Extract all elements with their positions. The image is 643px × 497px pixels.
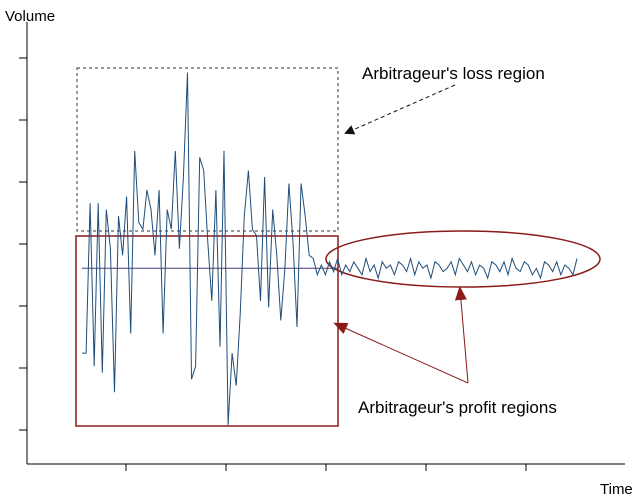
profit-arrow-ellipse: [454, 286, 469, 384]
profit-region-ellipse: [325, 230, 601, 288]
profit-arrow-box: [333, 322, 469, 384]
profit-region-label: Arbitrageur's profit regions: [358, 398, 557, 417]
axes: [19, 22, 625, 471]
y-axis-label: Volume: [5, 8, 55, 25]
loss-arrow: [344, 84, 456, 135]
volume-series-line: [82, 72, 578, 425]
loss-region-box: [76, 67, 339, 232]
series-layer: [82, 72, 578, 425]
x-axis-label: Time: [600, 481, 633, 497]
loss-region-label: Arbitrageur's loss region: [362, 64, 545, 83]
